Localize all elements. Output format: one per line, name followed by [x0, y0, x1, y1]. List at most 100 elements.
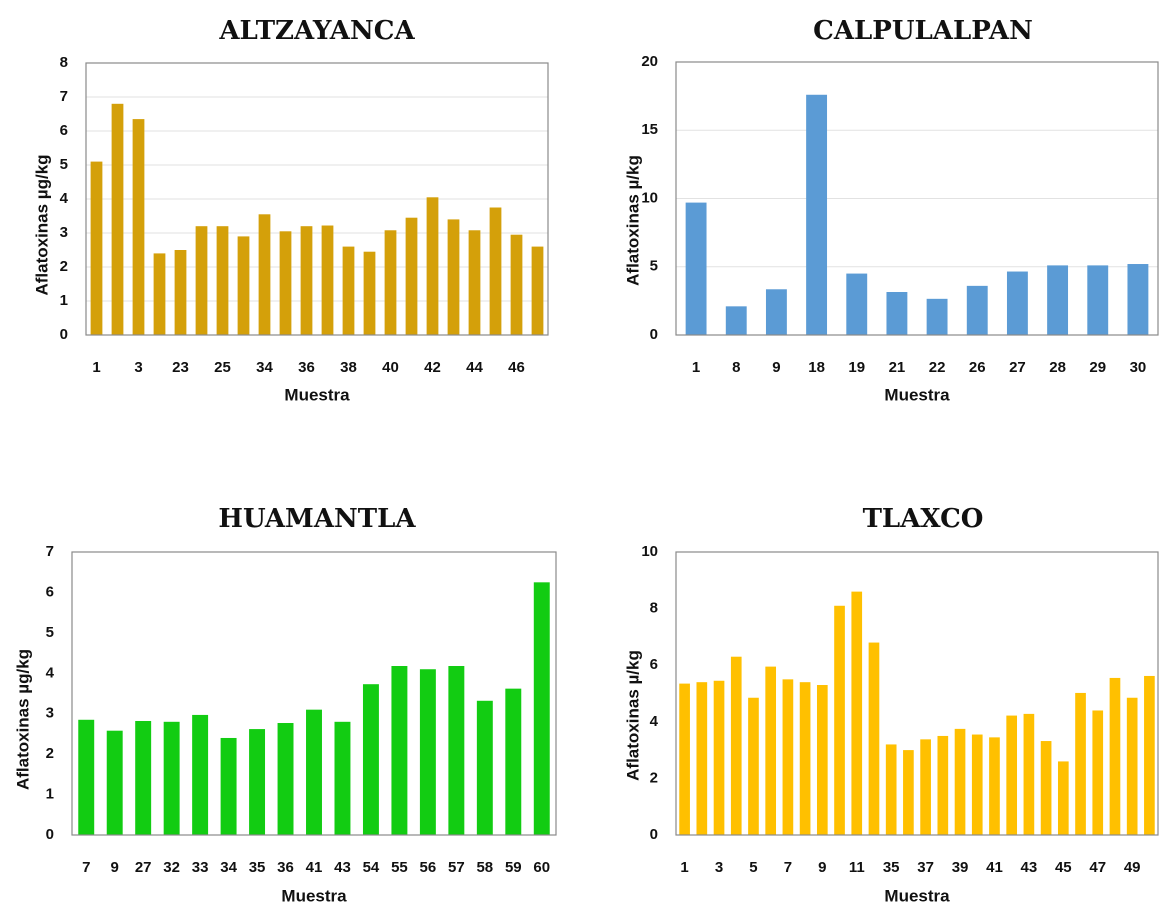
- x-tick-label: 27: [135, 859, 152, 876]
- bar-muestra-44: [1040, 741, 1052, 835]
- bar-muestra-4: [730, 656, 742, 835]
- x-tick-label: 49: [1124, 859, 1141, 876]
- bar-muestra-42: [426, 197, 439, 335]
- chart-title: ALTZAYANCA: [218, 16, 415, 46]
- x-tick-label: 56: [420, 859, 437, 876]
- bar-muestra-9: [106, 730, 123, 835]
- x-tick-label: 58: [476, 859, 493, 876]
- bar-muestra-50: [1144, 675, 1155, 835]
- bar-muestra-45: [489, 207, 502, 335]
- bar-muestra-60: [533, 582, 550, 835]
- bar-muestra-29: [1087, 265, 1109, 335]
- x-tick-label: 7: [784, 859, 792, 876]
- bar-muestra-41: [405, 217, 418, 335]
- x-axis-label: Muestra: [884, 385, 950, 404]
- x-tick-label: 1: [92, 359, 100, 376]
- y-tick-label: 0: [46, 826, 54, 843]
- x-tick-label: 47: [1089, 859, 1106, 876]
- x-tick-label: 30: [1130, 359, 1147, 376]
- x-tick-label: 42: [424, 359, 441, 376]
- x-tick-label: 11: [849, 859, 865, 876]
- y-tick-label: 0: [650, 326, 658, 343]
- bar-muestra-57: [448, 666, 465, 835]
- y-tick-label: 5: [650, 258, 658, 275]
- x-tick-label: 1: [692, 359, 700, 376]
- bar-muestra-22: [926, 298, 948, 335]
- bar-muestra-7: [782, 679, 794, 835]
- bar-muestra-59: [505, 688, 522, 835]
- x-tick-label: 46: [508, 359, 525, 376]
- bar-muestra-39: [954, 728, 966, 835]
- chart-title: HUAMANTLA: [218, 504, 416, 534]
- bar-muestra-27: [135, 720, 152, 835]
- bar-muestra-22: [153, 253, 166, 335]
- bar-muestra-44: [468, 230, 481, 335]
- bar-muestra-39: [363, 251, 376, 335]
- bar-muestra-34: [258, 214, 271, 335]
- y-tick-label: 3: [46, 705, 54, 722]
- bar-muestra-9: [816, 685, 828, 835]
- x-tick-label: 18: [808, 359, 825, 376]
- bar-muestra-48: [1109, 677, 1121, 835]
- bar-muestra-8: [799, 682, 811, 835]
- y-tick-label: 8: [650, 600, 658, 617]
- bar-muestra-54: [362, 684, 379, 835]
- bar-muestra-38: [342, 246, 355, 335]
- bar-muestra-2: [696, 682, 708, 835]
- bar-muestra-35: [279, 231, 292, 335]
- x-tick-label: 36: [298, 359, 315, 376]
- bar-muestra-24: [195, 226, 208, 335]
- x-tick-label: 38: [340, 359, 357, 376]
- chart-title: CALPULALPAN: [813, 16, 1033, 46]
- x-tick-label: 3: [715, 859, 723, 876]
- x-tick-label: 34: [220, 859, 237, 876]
- bar-muestra-42: [1006, 715, 1018, 835]
- x-tick-label: 9: [772, 359, 780, 376]
- bar-muestra-56: [419, 669, 436, 835]
- x-tick-label: 59: [505, 859, 522, 876]
- bar-muestra-18: [806, 94, 828, 335]
- y-tick-label: 4: [46, 664, 55, 681]
- bar-muestra-33: [192, 714, 209, 835]
- x-tick-label: 28: [1049, 359, 1066, 376]
- y-tick-label: 1: [46, 786, 54, 803]
- x-tick-label: 43: [334, 859, 351, 876]
- bar-muestra-26: [966, 285, 988, 335]
- x-tick-label: 39: [952, 859, 969, 876]
- x-tick-label: 37: [917, 859, 934, 876]
- bar-muestra-23: [174, 250, 187, 335]
- x-tick-label: 32: [163, 859, 180, 876]
- x-axis-label: Muestra: [284, 385, 350, 404]
- x-tick-label: 36: [277, 859, 294, 876]
- x-tick-label: 9: [818, 859, 826, 876]
- bar-muestra-41: [989, 737, 1000, 835]
- y-axis-label: Aflatoxinas µg/kg: [13, 649, 32, 790]
- bar-muestra-45: [1057, 761, 1069, 835]
- bar-muestra-40: [971, 734, 983, 835]
- bar-muestra-9: [765, 289, 787, 335]
- x-tick-label: 40: [382, 359, 399, 376]
- y-tick-label: 1: [60, 292, 68, 309]
- x-tick-label: 35: [249, 859, 266, 876]
- bar-muestra-27: [1006, 271, 1028, 335]
- x-tick-label: 33: [192, 859, 209, 876]
- y-tick-label: 10: [641, 543, 658, 560]
- x-tick-label: 22: [929, 359, 946, 376]
- y-tick-label: 5: [60, 156, 68, 173]
- x-tick-label: 19: [848, 359, 865, 376]
- plot-frame: [85, 62, 549, 336]
- y-tick-label: 6: [60, 122, 68, 139]
- x-tick-label: 44: [466, 359, 483, 376]
- bar-muestra-34: [220, 737, 237, 835]
- x-tick-label: 21: [889, 359, 906, 376]
- bar-muestra-3: [132, 119, 145, 335]
- x-tick-label: 8: [732, 359, 740, 376]
- y-tick-label: 6: [650, 656, 658, 673]
- bar-muestra-25: [216, 226, 229, 335]
- x-tick-label: 55: [391, 859, 408, 876]
- x-tick-label: 60: [533, 859, 550, 876]
- y-tick-label: 10: [641, 189, 658, 206]
- y-axis-label: Aflatoxinas µg/kg: [32, 154, 51, 295]
